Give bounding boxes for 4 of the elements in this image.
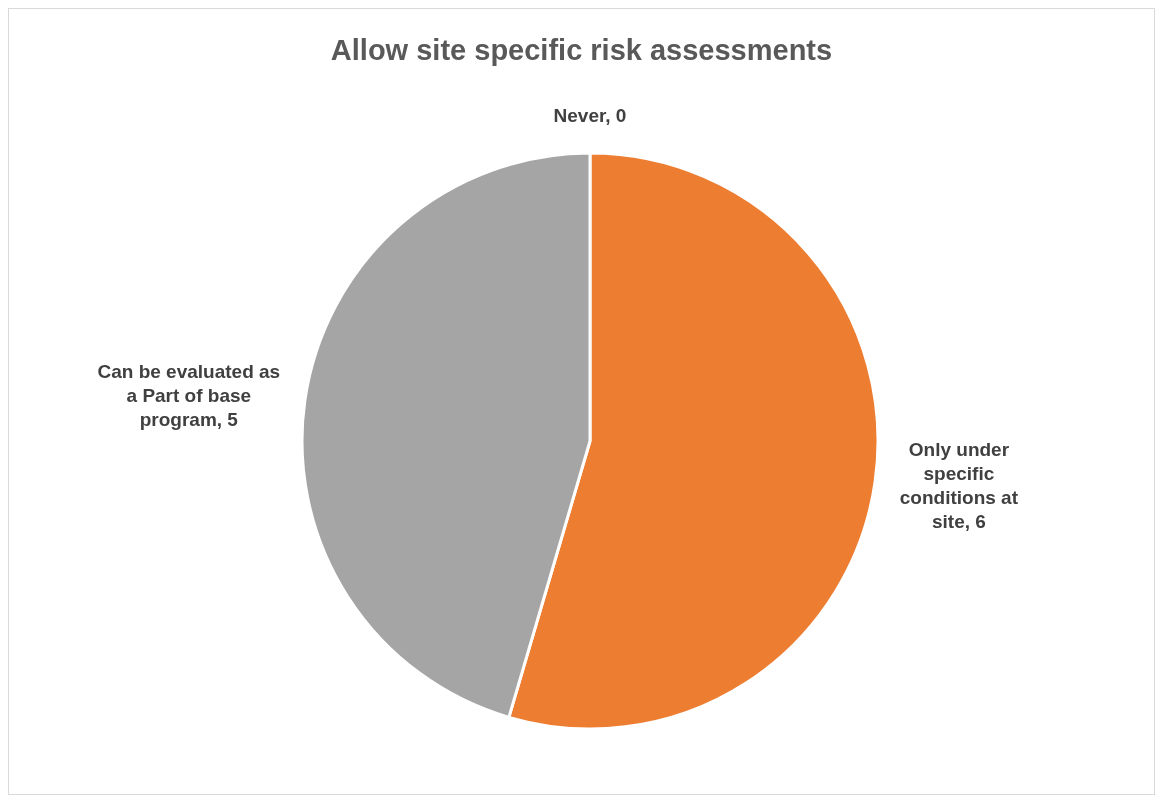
slice-label: Can be evaluated as a Part of base program, 5 [97, 361, 281, 431]
slice-label: Only under specific conditions at site, 6 [899, 438, 1019, 532]
chart-title: Allow site specific risk assessments [330, 34, 833, 66]
category-label: Never, 0 [553, 105, 627, 126]
